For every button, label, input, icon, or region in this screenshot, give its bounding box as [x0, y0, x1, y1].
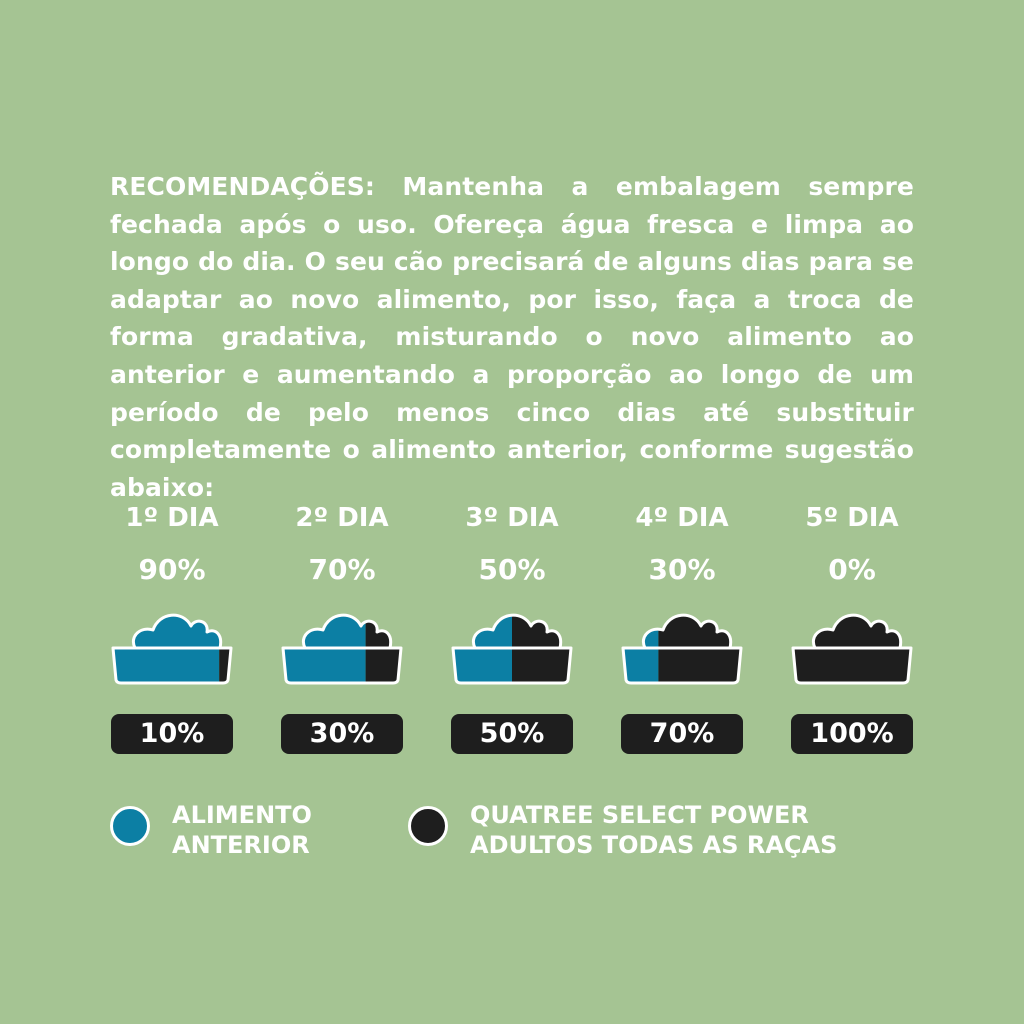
recommendations-text: RECOMENDAÇÕES: Mantenha a embalagem semp…: [110, 172, 914, 502]
day-label: 4º DIA: [635, 503, 729, 533]
food-bowl-icon: [451, 613, 573, 685]
day-column: 4º DIA 30% 70%: [607, 498, 757, 754]
day-label: 1º DIA: [125, 503, 219, 533]
bowl-outline: [621, 646, 743, 685]
day-label: 2º DIA: [295, 503, 389, 533]
previous-food-percent: 30%: [648, 553, 716, 586]
food-bowl-icon: [791, 613, 913, 685]
previous-food-percent: 70%: [308, 553, 376, 586]
previous-food-percent: 90%: [138, 553, 206, 586]
bowl-outline: [642, 613, 733, 650]
bowl-outline: [132, 613, 223, 650]
day-label: 3º DIA: [465, 503, 559, 533]
new-food-percent: 30%: [281, 714, 403, 754]
food-bowl-icon: [281, 613, 403, 685]
new-food-swatch-icon: [408, 806, 448, 846]
day-column: 3º DIA 50% 50%: [437, 498, 587, 754]
new-food-percent: 10%: [111, 714, 233, 754]
food-bowl-icon: [111, 613, 233, 685]
bowl-outline: [302, 613, 393, 650]
legend-previous-label: ALIMENTO ANTERIOR: [172, 801, 312, 859]
new-food-percent: 50%: [451, 714, 573, 754]
new-food-percent: 70%: [621, 714, 743, 754]
bowl-outline: [812, 613, 903, 650]
legend-new-label: QUATREE SELECT POWER ADULTOS TODAS AS RA…: [470, 801, 838, 859]
bowl-outline: [472, 613, 563, 650]
new-food-percent: 100%: [791, 714, 913, 754]
bowl-outline: [451, 646, 573, 685]
day-label: 5º DIA: [805, 503, 899, 533]
bowl-outline: [111, 646, 233, 685]
day-column: 1º DIA 90% 10%: [97, 498, 247, 754]
previous-food-swatch-icon: [110, 806, 150, 846]
bowl-outline: [791, 646, 913, 685]
bowl-outline: [281, 646, 403, 685]
previous-food-percent: 0%: [828, 553, 876, 586]
day-column: 5º DIA 0% 100%: [777, 498, 927, 754]
day-column: 2º DIA 70% 30%: [267, 498, 417, 754]
previous-food-percent: 50%: [478, 553, 546, 586]
food-bowl-icon: [621, 613, 743, 685]
